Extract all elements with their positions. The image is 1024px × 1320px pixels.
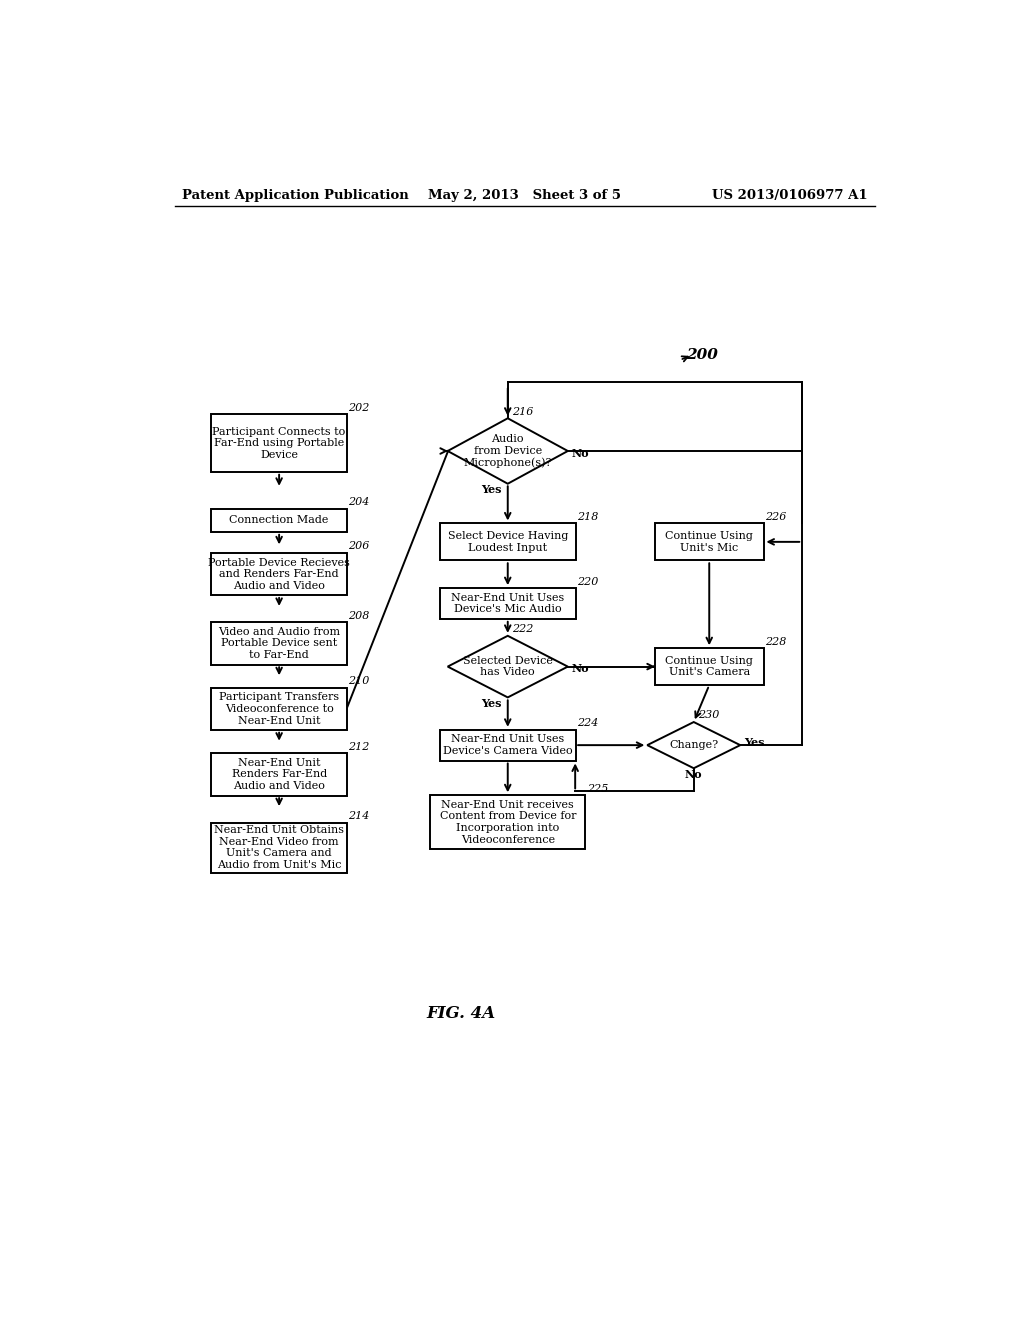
Text: Video and Audio from
Portable Device sent
to Far-End: Video and Audio from Portable Device sen…	[218, 627, 340, 660]
Text: Participant Transfers
Videoconference to
Near-End Unit: Participant Transfers Videoconference to…	[219, 693, 339, 726]
FancyBboxPatch shape	[655, 524, 764, 561]
Text: 230: 230	[697, 710, 719, 721]
FancyBboxPatch shape	[211, 414, 347, 473]
FancyBboxPatch shape	[440, 524, 575, 561]
Text: Patent Application Publication: Patent Application Publication	[182, 189, 409, 202]
Text: Near-End Unit Uses
Device's Mic Audio: Near-End Unit Uses Device's Mic Audio	[452, 593, 564, 614]
Text: Audio
from Device
Microphone(s)?: Audio from Device Microphone(s)?	[464, 434, 552, 467]
Text: Continue Using
Unit's Camera: Continue Using Unit's Camera	[666, 656, 754, 677]
Text: Near-End Unit Obtains
Near-End Video from
Unit's Camera and
Audio from Unit's Mi: Near-End Unit Obtains Near-End Video fro…	[214, 825, 344, 870]
Text: No: No	[571, 447, 589, 459]
Text: Near-End Unit receives
Content from Device for
Incorporation into
Videoconferenc: Near-End Unit receives Content from Devi…	[439, 800, 575, 845]
Text: US 2013/0106977 A1: US 2013/0106977 A1	[713, 189, 868, 202]
Text: Participant Connects to
Far-End using Portable
Device: Participant Connects to Far-End using Po…	[213, 426, 346, 459]
FancyBboxPatch shape	[430, 795, 586, 849]
FancyBboxPatch shape	[211, 508, 347, 532]
Text: Yes: Yes	[744, 738, 765, 748]
Text: No: No	[571, 664, 589, 675]
Text: No: No	[685, 768, 702, 780]
Text: 222: 222	[512, 624, 534, 635]
Text: Yes: Yes	[481, 698, 502, 709]
Text: 202: 202	[348, 403, 370, 413]
Text: 210: 210	[348, 676, 370, 686]
Text: 204: 204	[348, 498, 370, 507]
Text: 212: 212	[348, 742, 370, 751]
Text: 220: 220	[578, 577, 598, 586]
Text: Selected Device
has Video: Selected Device has Video	[463, 656, 553, 677]
Text: Portable Device Recieves
and Renders Far-End
Audio and Video: Portable Device Recieves and Renders Far…	[208, 557, 350, 591]
FancyBboxPatch shape	[440, 730, 575, 760]
Text: Select Device Having
Loudest Input: Select Device Having Loudest Input	[447, 531, 568, 553]
FancyBboxPatch shape	[211, 622, 347, 665]
FancyBboxPatch shape	[440, 589, 575, 619]
Text: 208: 208	[348, 611, 370, 620]
Text: Yes: Yes	[481, 484, 502, 495]
FancyBboxPatch shape	[211, 822, 347, 873]
Text: 200: 200	[686, 347, 718, 362]
Polygon shape	[647, 722, 740, 768]
Text: Near-End Unit Uses
Device's Camera Video: Near-End Unit Uses Device's Camera Video	[443, 734, 572, 756]
Text: 214: 214	[348, 810, 370, 821]
Text: 224: 224	[578, 718, 598, 729]
FancyBboxPatch shape	[655, 648, 764, 685]
FancyBboxPatch shape	[211, 688, 347, 730]
Text: 216: 216	[512, 407, 534, 417]
Text: 226: 226	[765, 512, 786, 521]
FancyBboxPatch shape	[211, 754, 347, 796]
Text: Near-End Unit
Renders Far-End
Audio and Video: Near-End Unit Renders Far-End Audio and …	[231, 758, 327, 791]
Text: 206: 206	[348, 541, 370, 552]
Text: Continue Using
Unit's Mic: Continue Using Unit's Mic	[666, 531, 754, 553]
Text: 225: 225	[587, 784, 608, 793]
Text: Connection Made: Connection Made	[229, 515, 329, 525]
Text: Change?: Change?	[670, 741, 718, 750]
Text: FIG. 4A: FIG. 4A	[427, 1005, 496, 1022]
Text: 218: 218	[578, 512, 598, 521]
FancyBboxPatch shape	[211, 553, 347, 595]
Text: 228: 228	[765, 636, 786, 647]
Polygon shape	[447, 636, 568, 697]
Polygon shape	[447, 418, 568, 483]
Text: May 2, 2013   Sheet 3 of 5: May 2, 2013 Sheet 3 of 5	[428, 189, 622, 202]
